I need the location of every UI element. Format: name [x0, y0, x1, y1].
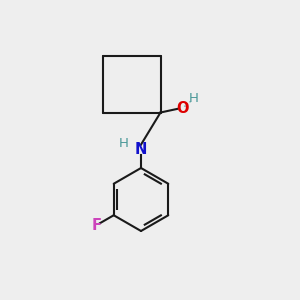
- Text: N: N: [135, 142, 147, 158]
- Text: O: O: [176, 101, 188, 116]
- Text: F: F: [92, 218, 102, 232]
- Text: H: H: [189, 92, 199, 105]
- Text: H: H: [119, 137, 128, 150]
